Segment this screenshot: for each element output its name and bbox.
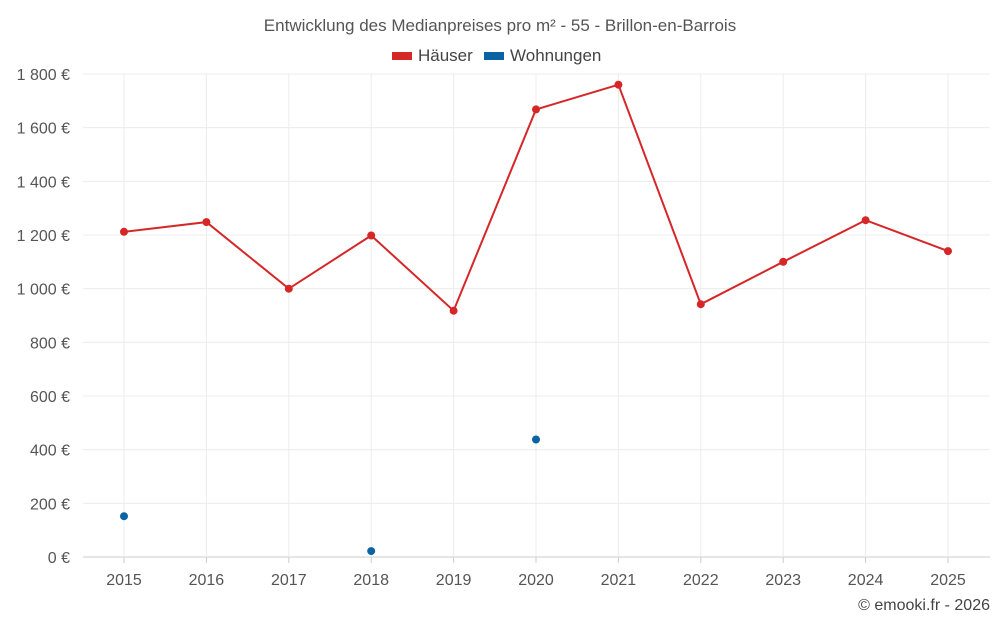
data-point-häuser-2023[interactable] xyxy=(779,257,788,266)
y-tick-label: 0 € xyxy=(48,550,70,567)
legend-label-haeuser[interactable]: Häuser xyxy=(418,46,473,65)
x-tick-label: 2025 xyxy=(930,572,966,589)
y-tick-label: 1 400 € xyxy=(17,174,70,191)
legend-swatch-wohnungen xyxy=(484,52,504,60)
x-tick-label: 2019 xyxy=(436,572,472,589)
x-tick-label: 2016 xyxy=(189,572,225,589)
data-point-häuser-2020[interactable] xyxy=(532,105,540,114)
data-point-wohnungen-2018[interactable] xyxy=(367,547,376,556)
y-axis: 0 € 200 € 400 € 600 € 800 € 1 000 € 1 200 € 1 4… xyxy=(17,67,70,567)
legend-swatch-haeuser xyxy=(392,52,412,60)
y-tick-label: 600 € xyxy=(30,389,70,406)
data-point-häuser-2015[interactable] xyxy=(120,227,128,236)
y-tick-label: 1 000 € xyxy=(17,282,70,299)
data-point-häuser-2022[interactable] xyxy=(696,300,705,309)
data-point-häuser-2021[interactable] xyxy=(614,80,623,89)
series-points xyxy=(120,80,952,556)
legend-label-wohnungen[interactable]: Wohnungen xyxy=(510,46,601,65)
x-axis: 2015 2016 2017 2018 2019 2020 2021 2022 2023 2024… xyxy=(106,557,966,589)
y-tick-label: 400 € xyxy=(30,443,70,460)
data-point-häuser-2019[interactable] xyxy=(449,306,458,315)
x-tick-label: 2021 xyxy=(601,572,637,589)
x-tick-label: 2017 xyxy=(271,572,307,589)
x-tick-label: 2022 xyxy=(683,572,719,589)
data-point-häuser-2024[interactable] xyxy=(861,216,870,225)
y-tick-label: 1 800 € xyxy=(17,67,70,84)
y-tick-label: 200 € xyxy=(30,496,70,513)
grid xyxy=(83,73,990,558)
chart-title: Entwicklung des Medianpreises pro m² - 5… xyxy=(264,16,736,35)
data-point-wohnungen-2015[interactable] xyxy=(120,512,128,521)
credit-text: © emooki.fr - 2026 xyxy=(858,597,990,614)
x-tick-label: 2020 xyxy=(518,572,554,589)
data-point-häuser-2018[interactable] xyxy=(367,231,376,240)
x-tick-label: 2018 xyxy=(353,572,389,589)
x-tick-label: 2024 xyxy=(848,572,884,589)
data-point-häuser-2016[interactable] xyxy=(202,218,211,227)
y-tick-label: 1 600 € xyxy=(17,121,70,138)
x-tick-label: 2015 xyxy=(106,572,142,589)
y-tick-label: 1 200 € xyxy=(17,228,70,245)
data-point-wohnungen-2020[interactable] xyxy=(532,435,540,444)
data-point-häuser-2025[interactable] xyxy=(944,247,952,256)
y-tick-label: 800 € xyxy=(30,335,70,352)
legend[interactable]: Häuser Wohnungen xyxy=(392,46,601,65)
x-tick-label: 2023 xyxy=(765,572,801,589)
data-point-häuser-2017[interactable] xyxy=(284,284,293,293)
